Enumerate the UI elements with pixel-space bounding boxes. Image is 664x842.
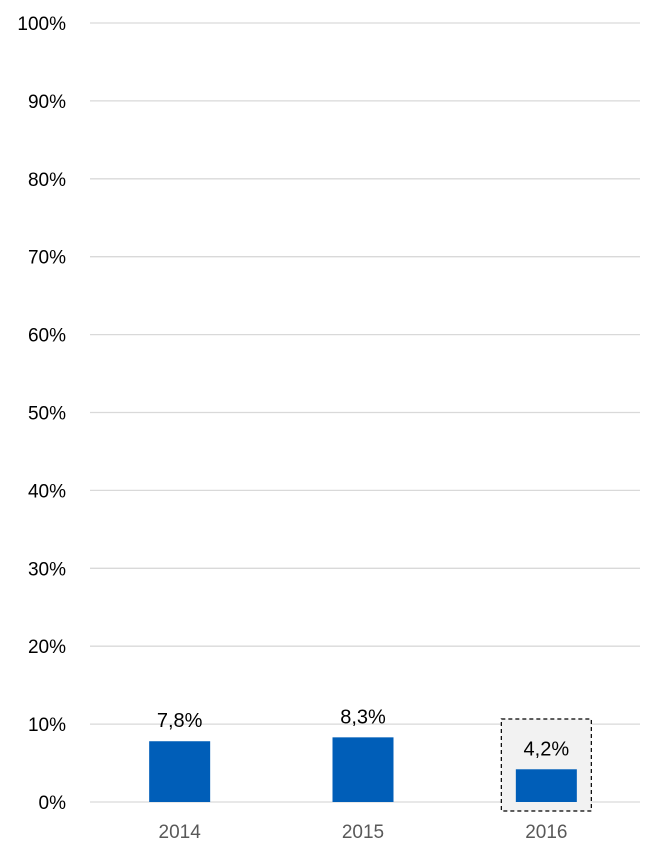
y-tick-label: 40% (28, 481, 66, 502)
bar (332, 737, 394, 802)
y-tick-label: 60% (28, 326, 66, 347)
x-tick-label: 2014 (159, 822, 202, 842)
y-tick-label: 80% (28, 170, 66, 191)
bar (515, 769, 577, 802)
data-label: 4,2% (524, 738, 570, 760)
gridlines (90, 22, 640, 803)
y-tick-label: 90% (28, 92, 66, 113)
x-tick-label: 2016 (525, 822, 567, 842)
y-tick-label: 0% (39, 793, 67, 814)
data-label: 8,3% (340, 706, 386, 728)
data-label: 7,8% (157, 710, 203, 732)
bars (149, 737, 577, 802)
y-tick-label: 20% (28, 637, 66, 658)
x-tick-label: 2015 (342, 822, 384, 842)
bar (149, 741, 211, 802)
y-tick-label: 100% (17, 14, 66, 35)
y-tick-label: 30% (28, 559, 66, 580)
y-tick-label: 70% (28, 248, 66, 269)
y-tick-label: 10% (28, 715, 66, 736)
labels: 0% 10% 20% 30% 40% 50% 60% 70% 80% 90% 100% 7,8% 201… (17, 14, 569, 842)
y-tick-label: 50% (28, 404, 66, 425)
